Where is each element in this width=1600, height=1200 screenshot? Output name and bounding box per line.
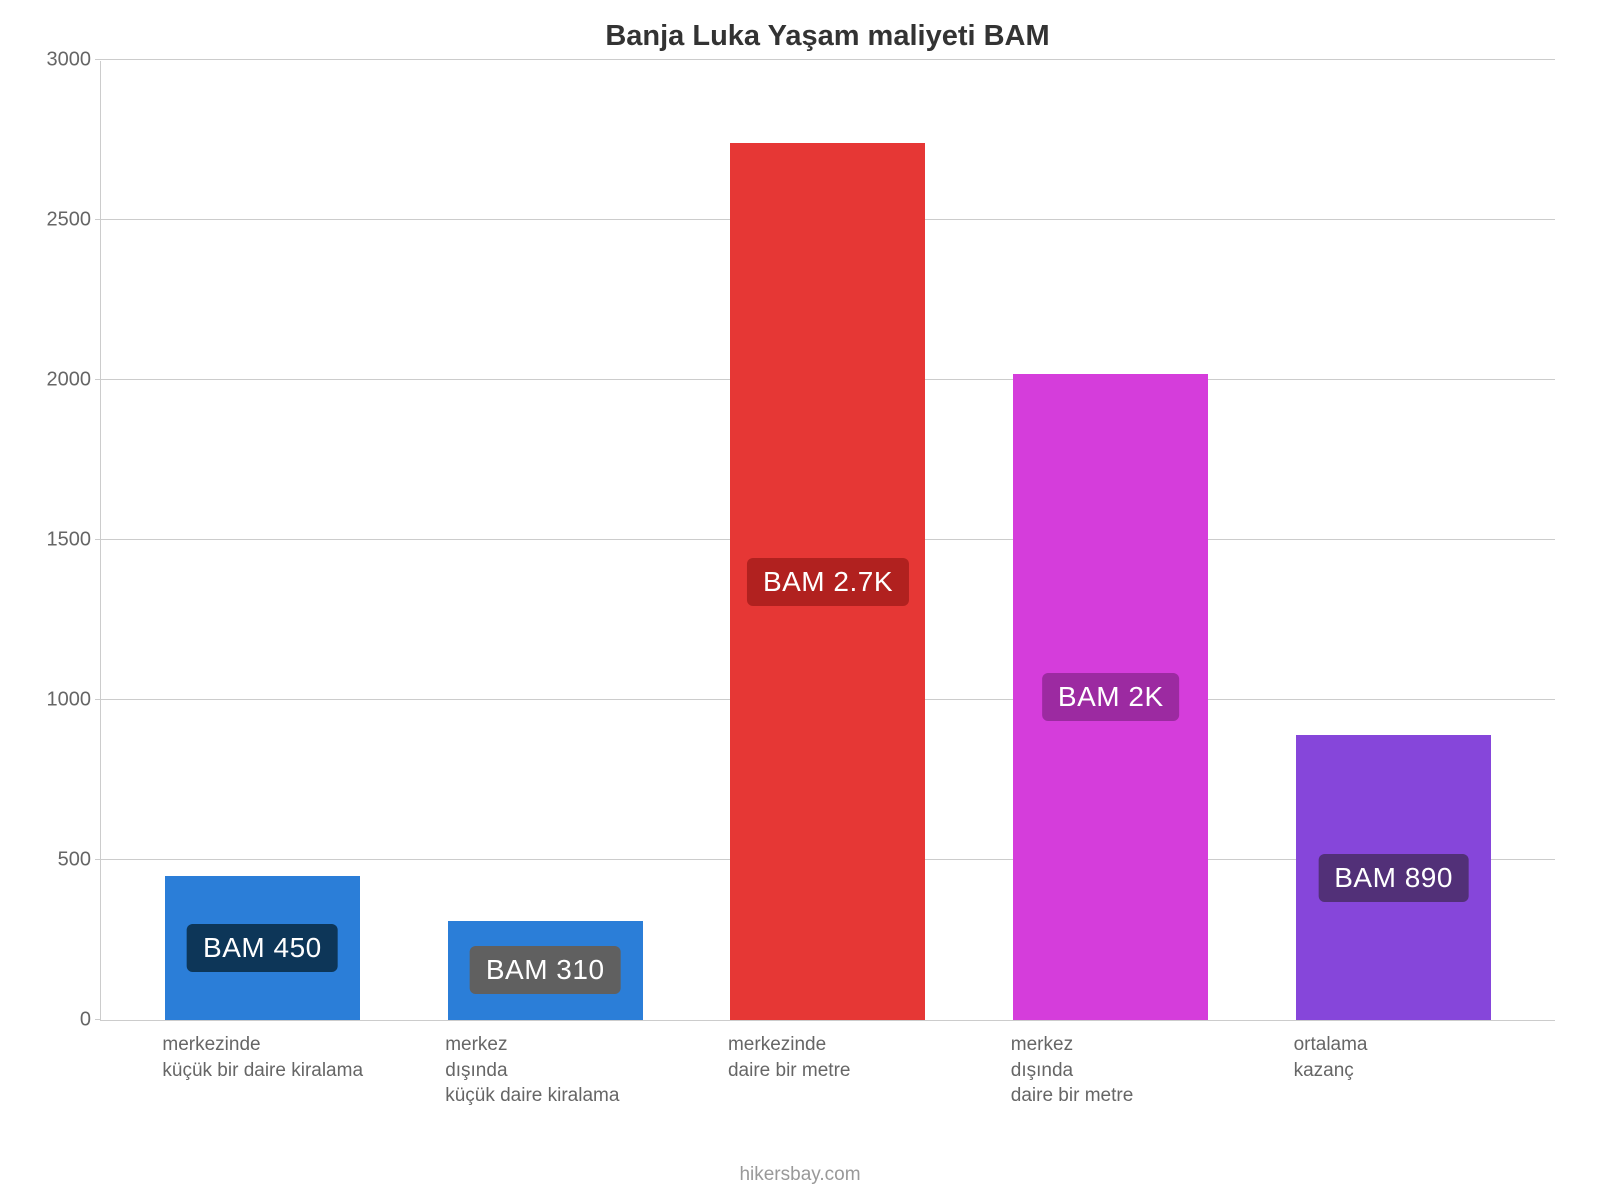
y-tick-label: 3000 [31, 49, 91, 72]
x-category-label-line: küçük bir daire kiralama [162, 1058, 382, 1084]
footer-attribution: hikersbay.com [0, 1164, 1600, 1186]
y-tick-label: 500 [31, 849, 91, 872]
bar-value-badge: BAM 450 [187, 924, 338, 972]
y-tick-label: 1000 [31, 689, 91, 712]
chart-container: Banja Luka Yaşam maliyeti BAM 0 500 1000 15… [0, 0, 1600, 1200]
bar-value-badge: BAM 2.7K [747, 558, 909, 606]
x-category-label-line: daire bir metre [728, 1058, 948, 1084]
bar-slot: BAM 2K [991, 61, 1231, 1020]
gridline [101, 59, 1555, 60]
bar-slot: BAM 2.7K [708, 61, 948, 1020]
y-tick-label: 2500 [31, 209, 91, 232]
bar: BAM 310 [448, 921, 643, 1020]
bar: BAM 2K [1013, 374, 1208, 1020]
x-category-label-line: merkezinde [728, 1032, 948, 1058]
plot-area: 050010001500200025003000 BAM 450BAM 310B… [100, 61, 1555, 1021]
bar: BAM 890 [1296, 735, 1491, 1020]
x-category-label: merkezdışındaküçük daire kiralama [425, 1028, 665, 1109]
x-labels-row: merkezindeküçük bir daire kiralamamerkez… [101, 1020, 1555, 1109]
x-category-label-line: dışında [1011, 1058, 1231, 1084]
y-tick-label: 1500 [31, 529, 91, 552]
x-category-label-line: kazanç [1294, 1058, 1514, 1084]
bar-slot: BAM 310 [425, 61, 665, 1020]
y-tick-label: 2000 [31, 369, 91, 392]
bar: BAM 450 [165, 876, 360, 1020]
x-category-label: merkezindeküçük bir daire kiralama [142, 1028, 382, 1109]
x-category-label: merkezdışındadaire bir metre [991, 1028, 1231, 1109]
x-category-label-line: daire bir metre [1011, 1083, 1231, 1109]
x-category-label-line: merkez [1011, 1032, 1231, 1058]
x-category-label-line: küçük daire kiralama [445, 1083, 665, 1109]
y-tick-mark [95, 59, 101, 60]
bar-value-badge: BAM 890 [1318, 854, 1469, 902]
bar-slot: BAM 450 [142, 61, 382, 1020]
bar-value-badge: BAM 310 [470, 946, 621, 994]
y-tick-label: 0 [31, 1009, 91, 1032]
x-category-label-line: dışında [445, 1058, 665, 1084]
bar: BAM 2.7K [730, 143, 925, 1020]
bar-value-badge: BAM 2K [1042, 673, 1180, 721]
bar-slot: BAM 890 [1274, 61, 1514, 1020]
x-category-label-line: merkez [445, 1032, 665, 1058]
x-category-label: merkezindedaire bir metre [708, 1028, 948, 1109]
x-category-label-line: merkezinde [162, 1032, 382, 1058]
chart-title: Banja Luka Yaşam maliyeti BAM [100, 20, 1555, 53]
x-category-label: ortalamakazanç [1274, 1028, 1514, 1109]
x-category-label-line: ortalama [1294, 1032, 1514, 1058]
bars-row: BAM 450 BAM 310 BAM 2.7K BAM 2K BAM 890 [101, 61, 1555, 1020]
